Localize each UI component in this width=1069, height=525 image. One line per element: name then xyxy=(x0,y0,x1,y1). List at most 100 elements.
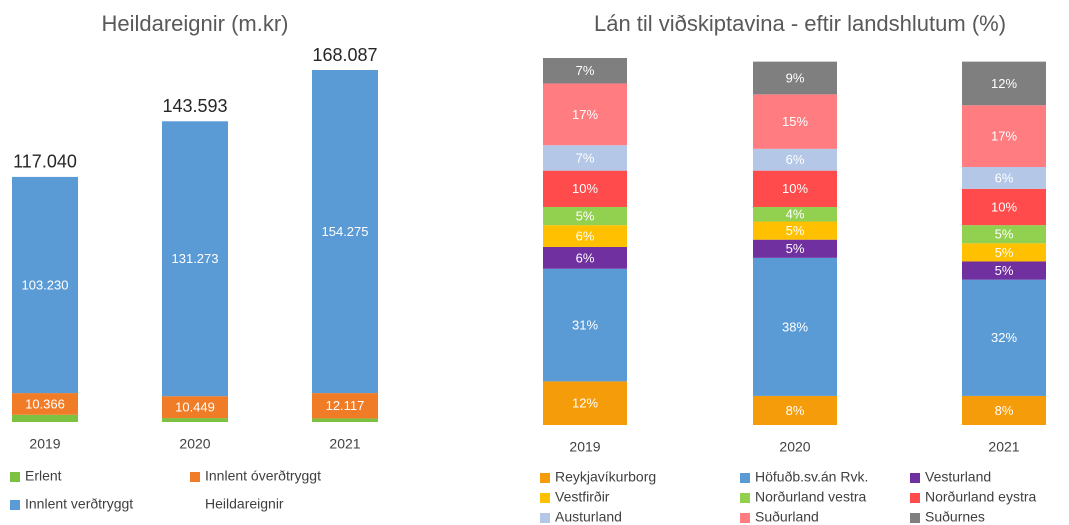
legend-swatch xyxy=(740,473,750,483)
total-label: 168.087 xyxy=(312,45,377,65)
data-label: 12% xyxy=(572,396,598,411)
data-label: 6% xyxy=(786,152,805,167)
bar-segment xyxy=(543,381,627,425)
bar-segment xyxy=(962,105,1046,168)
legend-label: Vesturland xyxy=(925,469,991,485)
data-label: 6% xyxy=(576,228,595,243)
data-label: 12% xyxy=(991,76,1017,91)
bar-segment xyxy=(753,148,837,171)
bar-segment xyxy=(312,418,378,422)
legend-swatch xyxy=(540,513,550,523)
legend-label: Innlent óverðtryggt xyxy=(205,468,321,484)
legend-label: Norðurland eystra xyxy=(925,489,1036,505)
data-label: 10.366 xyxy=(25,396,65,411)
bar-segment xyxy=(962,167,1046,189)
x-tick-label: 2019 xyxy=(29,436,60,452)
data-label: 103.230 xyxy=(22,277,69,292)
data-label: 6% xyxy=(576,250,595,265)
data-label: 5% xyxy=(995,227,1014,242)
chart-title: Lán til viðskiptavina - eftir landshlutu… xyxy=(594,11,1006,36)
data-label: 31% xyxy=(572,318,598,333)
bar-segment xyxy=(12,393,78,415)
legend-label: Suðurnes xyxy=(925,509,985,525)
data-label: 4% xyxy=(786,207,805,222)
bar-segment xyxy=(753,206,837,222)
bar-segment xyxy=(962,225,1046,244)
data-label: 5% xyxy=(576,209,595,224)
bar-segment xyxy=(962,61,1046,106)
data-label: 8% xyxy=(995,403,1014,418)
bar-segment xyxy=(543,58,627,84)
bar-segment xyxy=(543,145,627,171)
legend-label: Innlent verðtryggt xyxy=(25,496,133,512)
legend-swatch xyxy=(910,513,920,523)
bar-segment xyxy=(962,243,1046,262)
data-label: 10% xyxy=(782,181,808,196)
data-label: 7% xyxy=(576,63,595,78)
bar-segment xyxy=(312,70,378,394)
data-label: 17% xyxy=(572,107,598,122)
legend-swatch xyxy=(910,493,920,503)
legend-label: Austurland xyxy=(555,509,622,525)
data-label: 7% xyxy=(576,150,595,165)
legend-swatch xyxy=(910,473,920,483)
data-label: 12.117 xyxy=(326,398,365,413)
total-label: 117.040 xyxy=(13,152,77,172)
x-tick-label: 2021 xyxy=(329,436,360,452)
bar-segment xyxy=(753,170,837,207)
bar-segment xyxy=(543,225,627,247)
legend-label: Erlent xyxy=(25,468,62,484)
legend-swatch xyxy=(740,493,750,503)
bar-segment xyxy=(753,239,837,258)
data-label: 9% xyxy=(786,70,805,85)
bar-segment xyxy=(12,414,78,422)
bar-segment xyxy=(543,170,627,207)
legend-label: Vestfirðir xyxy=(555,489,610,505)
bar-segment xyxy=(312,393,378,419)
bar-segment xyxy=(753,257,837,396)
legend-label: Suðurland xyxy=(755,509,819,525)
data-label: 38% xyxy=(782,319,808,334)
data-label: 131.273 xyxy=(172,251,219,266)
legend-swatch xyxy=(740,513,750,523)
bar-segment xyxy=(543,83,627,146)
data-label: 6% xyxy=(995,170,1014,185)
bar-segment xyxy=(962,279,1046,396)
legend-swatch xyxy=(540,493,550,503)
data-label: 5% xyxy=(995,263,1014,278)
legend-swatch xyxy=(10,500,20,510)
data-label: 5% xyxy=(786,223,805,238)
bar-segment xyxy=(962,261,1046,280)
data-label: 8% xyxy=(786,403,805,418)
legend-swatch xyxy=(540,473,550,483)
legend-swatch xyxy=(190,472,200,482)
bar-segment xyxy=(162,121,228,397)
x-tick-label: 2020 xyxy=(179,436,210,452)
bar-segment xyxy=(543,268,627,382)
bar-segment xyxy=(753,94,837,149)
total-label: 143.593 xyxy=(162,96,227,116)
data-label: 154.275 xyxy=(322,224,369,239)
bar-segment xyxy=(753,395,837,425)
bar-segment xyxy=(543,246,627,269)
bar-segment xyxy=(162,396,228,419)
bar-segment xyxy=(753,221,837,240)
chart-title: Heildareignir (m.kr) xyxy=(101,11,288,36)
legend-label: Heildareignir xyxy=(205,496,284,512)
data-label: 10% xyxy=(991,199,1017,214)
bar-segment xyxy=(753,61,837,95)
bar-segment xyxy=(962,395,1046,425)
data-label: 15% xyxy=(782,114,808,129)
legend-swatch xyxy=(10,472,20,482)
data-label: 10.449 xyxy=(175,400,215,415)
x-tick-label: 2020 xyxy=(779,439,810,455)
data-label: 17% xyxy=(991,129,1017,144)
x-tick-label: 2021 xyxy=(988,439,1019,455)
data-label: 10% xyxy=(572,181,598,196)
legend-label: Reykjavíkurborg xyxy=(555,469,656,485)
bar-segment xyxy=(543,206,627,226)
x-tick-label: 2019 xyxy=(569,439,600,455)
bar-segment xyxy=(162,418,228,422)
bar-segment xyxy=(12,176,78,394)
